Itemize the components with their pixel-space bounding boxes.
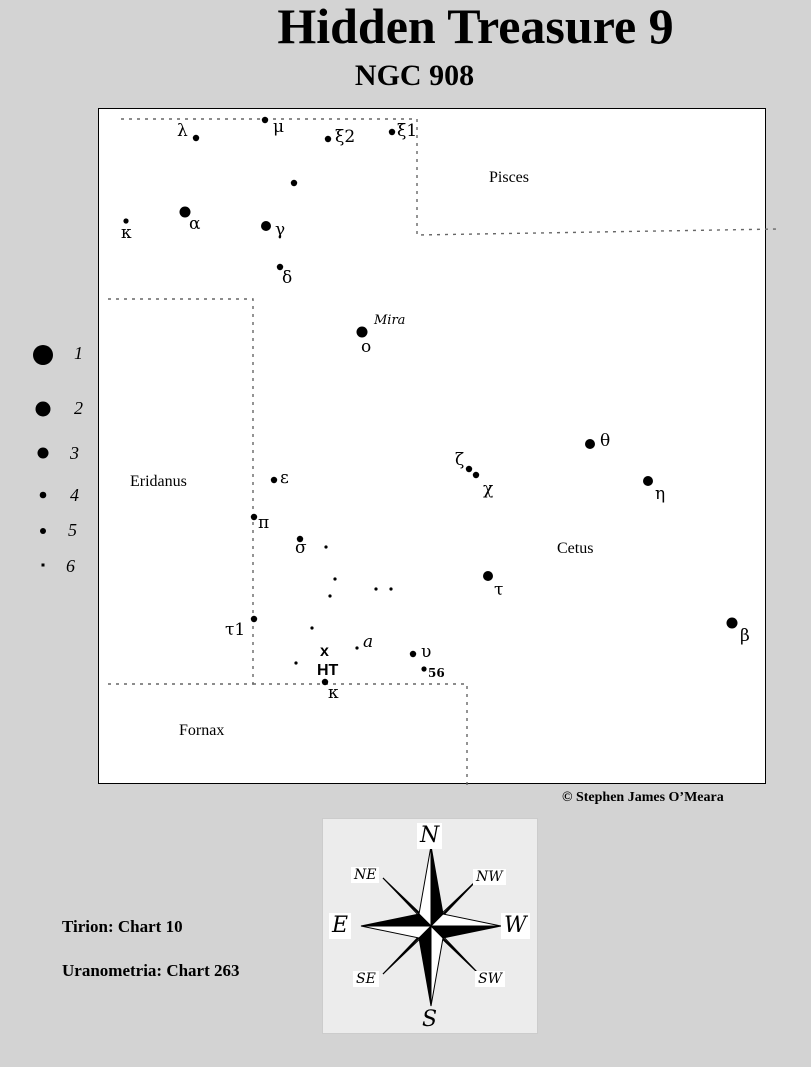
star-marker: [409, 650, 417, 658]
compass-east: E: [329, 913, 352, 939]
boundary-pisces: [121, 118, 779, 236]
star-marker: [643, 476, 653, 486]
star-marker: [388, 128, 396, 136]
legend-dot-mag1: [33, 345, 53, 365]
star-label: χ: [483, 479, 493, 499]
star-marker: [726, 617, 738, 629]
star-marker: [250, 513, 258, 521]
star-label: a: [363, 632, 373, 652]
compass-rose: N S E W NE NW SE SW: [322, 818, 538, 1034]
uranometria-reference: Uranometria: Chart 263: [62, 961, 240, 980]
constellation-fornax: Fornax: [179, 722, 224, 739]
star-marker: [472, 471, 480, 479]
star-label: τ: [494, 580, 503, 600]
constellation-cetus: Cetus: [557, 540, 593, 557]
legend-label-6: 6: [66, 556, 75, 576]
star-marker: [276, 263, 284, 271]
star-label: κ: [121, 223, 132, 243]
constellation-eridanus: Eridanus: [130, 473, 187, 490]
star-sublabel: Mira: [373, 313, 405, 328]
faint-star-marker: [328, 594, 332, 598]
boundary-eridanus: [108, 298, 254, 685]
legend-dot-mag5: [40, 528, 46, 534]
object-subtitle: NGC 908: [354, 59, 475, 92]
faint-star-marker: [374, 587, 378, 591]
compass-southwest: SW: [475, 971, 505, 987]
star-marker: [465, 465, 473, 473]
chart-title: Hidden Treasure 9: [277, 0, 674, 54]
legend-label-3: 3: [70, 443, 79, 463]
legend-dot-mag2: [35, 401, 51, 417]
faint-star-marker: [389, 587, 393, 591]
star-marker: [123, 218, 129, 224]
star-label: σ: [295, 538, 307, 558]
star-marker: [321, 678, 329, 686]
faint-star-marker: [294, 661, 298, 665]
legend-dot-mag3: [37, 447, 49, 459]
faint-star-marker: [333, 577, 337, 581]
star-marker: [355, 646, 359, 650]
boundary-fornax: [253, 683, 468, 789]
compass-west: W: [501, 913, 530, 939]
star-label: τ1: [225, 620, 245, 640]
star-label: π: [258, 513, 269, 533]
compass-southeast: SE: [353, 971, 379, 987]
magnitude-legend-dots: [33, 345, 53, 567]
legend-label-4: 4: [70, 485, 79, 505]
star-marker: [192, 134, 200, 142]
star-label: α: [189, 214, 201, 234]
star-label: β: [740, 626, 750, 646]
star-marker: [324, 135, 332, 143]
star-label: υ: [421, 642, 431, 662]
star-marker: [179, 206, 191, 218]
star-label: η: [655, 484, 665, 504]
legend-label-2: 2: [74, 398, 83, 418]
star-label: θ: [600, 431, 610, 451]
star-marker: [585, 439, 595, 449]
star-marker: [250, 615, 258, 623]
constellation-boundaries: [108, 118, 779, 789]
star-marker: [421, 666, 427, 672]
compass-south: S: [422, 1007, 438, 1032]
star-marker: [261, 221, 271, 231]
star-label: γ: [275, 220, 285, 240]
constellation-pisces: Pisces: [489, 169, 529, 186]
faint-star-marker: [310, 626, 314, 630]
compass-north: N: [417, 823, 443, 849]
compass-star-icon: [360, 845, 502, 1007]
tirion-reference: Tirion: Chart 10: [62, 917, 183, 936]
star-marker: [296, 535, 304, 543]
star-marker: [356, 326, 368, 338]
legend-label-5: 5: [68, 520, 77, 540]
target-label: HT: [317, 662, 339, 679]
star-label: δ: [282, 268, 292, 288]
star-label: ξ1: [397, 121, 417, 141]
cardinal-points: [360, 845, 502, 1007]
star-marker: [261, 116, 269, 124]
legend-dot-mag4: [39, 491, 47, 499]
star-label: ε: [280, 468, 289, 488]
star-marker: [290, 179, 298, 187]
target-marker: x: [320, 643, 329, 660]
star-label: κ: [328, 683, 339, 703]
star-label: μ: [273, 117, 284, 137]
star-label: 56: [428, 666, 445, 680]
star-marker: [270, 476, 278, 484]
legend-label-1: 1: [74, 343, 83, 363]
compass-northeast: NE: [351, 867, 380, 883]
star-label: ο: [361, 337, 371, 357]
legend-dot-mag6: [41, 563, 45, 567]
star-marker: [483, 571, 493, 581]
star-map: λ μ ξ2 ξ1 κ α γ δ ο Mira θ ζ χ η ε π σ τ β τ1 a υ 56 κ Pisces E…: [98, 108, 779, 789]
star-label: ζ: [455, 450, 464, 470]
star-label: ξ2: [335, 127, 355, 147]
star-label: λ: [177, 121, 188, 141]
compass-northwest: NW: [473, 869, 506, 885]
copyright: © Stephen James O’Meara: [562, 790, 724, 805]
star-marker: [324, 545, 328, 549]
